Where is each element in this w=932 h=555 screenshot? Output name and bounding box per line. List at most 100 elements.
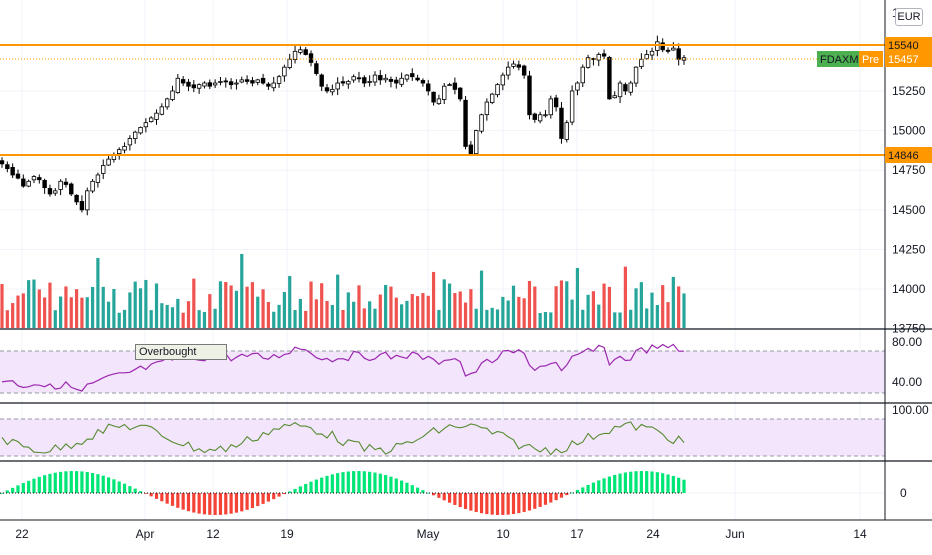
candle-body[interactable]: [521, 65, 527, 76]
candle-body[interactable]: [628, 82, 633, 93]
candle-body[interactable]: [127, 138, 133, 146]
candle-body[interactable]: [537, 114, 543, 122]
candle-body[interactable]: [463, 99, 468, 147]
candle-body[interactable]: [164, 98, 170, 108]
candle-body[interactable]: [447, 84, 452, 87]
candle-body[interactable]: [356, 77, 362, 80]
candle-body[interactable]: [394, 79, 399, 84]
candle-body[interactable]: [426, 83, 431, 92]
candle-body[interactable]: [346, 81, 351, 85]
level-lines[interactable]: [0, 44, 885, 156]
candle-body[interactable]: [186, 81, 191, 87]
candle-body[interactable]: [180, 79, 186, 84]
price-axis[interactable]: 1554015250150001475014500142501400013750…: [892, 6, 929, 500]
candle-body[interactable]: [122, 146, 127, 151]
candle-body[interactable]: [495, 84, 500, 96]
candle-body[interactable]: [330, 88, 335, 93]
candle-body[interactable]: [585, 57, 591, 68]
candle-body[interactable]: [79, 201, 85, 211]
candle-body[interactable]: [314, 63, 319, 74]
candle-body[interactable]: [607, 56, 612, 100]
candle-body[interactable]: [410, 73, 415, 78]
candle-body[interactable]: [292, 50, 298, 60]
candle-body[interactable]: [271, 82, 276, 89]
candle-body[interactable]: [196, 84, 202, 89]
candle-body[interactable]: [415, 77, 420, 81]
candle-body[interactable]: [63, 181, 69, 185]
candle-body[interactable]: [655, 41, 660, 51]
candle-body[interactable]: [10, 167, 15, 176]
candle-body[interactable]: [649, 50, 655, 56]
candle-body[interactable]: [244, 79, 250, 82]
candle-body[interactable]: [106, 158, 111, 166]
candle-body[interactable]: [474, 130, 479, 155]
candle-body[interactable]: [26, 180, 31, 187]
candle-body[interactable]: [90, 180, 95, 192]
candle-body[interactable]: [282, 66, 287, 77]
candle-body[interactable]: [117, 149, 122, 155]
candle-body[interactable]: [223, 80, 228, 83]
candle-body[interactable]: [212, 82, 218, 86]
candle-body[interactable]: [159, 106, 165, 115]
candle-body[interactable]: [138, 127, 143, 134]
candle-body[interactable]: [95, 174, 101, 183]
candle-body[interactable]: [85, 190, 90, 211]
candle-body[interactable]: [548, 98, 553, 116]
candle-body[interactable]: [170, 90, 175, 100]
candle-body[interactable]: [564, 122, 569, 140]
candle-body[interactable]: [69, 183, 74, 195]
candle-body[interactable]: [47, 188, 53, 195]
candle-body[interactable]: [596, 54, 601, 61]
candle-body[interactable]: [671, 47, 676, 51]
candle-body[interactable]: [489, 93, 495, 103]
candle-body[interactable]: [31, 176, 37, 181]
candle-body[interactable]: [0, 160, 5, 165]
candle-body[interactable]: [362, 77, 367, 84]
candle-body[interactable]: [676, 48, 681, 60]
candle-body[interactable]: [617, 82, 623, 98]
candle-body[interactable]: [202, 82, 207, 87]
candle-body[interactable]: [372, 74, 378, 83]
candle-body[interactable]: [484, 101, 490, 116]
candle-body[interactable]: [383, 77, 388, 81]
candle-body[interactable]: [207, 82, 212, 87]
price-candles[interactable]: [0, 35, 687, 216]
candle-body[interactable]: [154, 112, 159, 120]
candle-body[interactable]: [133, 131, 138, 140]
candle-body[interactable]: [500, 74, 506, 86]
candle-body[interactable]: [644, 54, 649, 60]
candle-body[interactable]: [388, 79, 394, 82]
candle-body[interactable]: [660, 42, 665, 51]
candle-body[interactable]: [351, 76, 356, 81]
candle-body[interactable]: [601, 53, 607, 57]
candle-body[interactable]: [143, 122, 149, 128]
time-axis[interactable]: 22 Apr 12 19 May 10 17 24 Jun 14: [15, 527, 867, 541]
candle-body[interactable]: [404, 74, 410, 80]
candle-body[interactable]: [298, 49, 303, 53]
candle-body[interactable]: [218, 81, 223, 83]
candle-body[interactable]: [228, 81, 234, 86]
candle-body[interactable]: [527, 75, 532, 116]
candle-body[interactable]: [612, 95, 617, 99]
candle-body[interactable]: [468, 144, 474, 155]
candle-body[interactable]: [191, 84, 197, 89]
candle-body[interactable]: [42, 180, 47, 189]
candle-body[interactable]: [511, 63, 516, 67]
candle-body[interactable]: [553, 97, 559, 108]
pane-separators[interactable]: [0, 0, 932, 521]
candle-body[interactable]: [505, 66, 511, 76]
candle-body[interactable]: [458, 87, 463, 100]
candle-body[interactable]: [101, 165, 106, 174]
candle-body[interactable]: [74, 194, 79, 203]
candle-body[interactable]: [324, 87, 330, 92]
candle-body[interactable]: [21, 178, 26, 187]
candle-body[interactable]: [580, 66, 585, 84]
candle-body[interactable]: [37, 177, 42, 181]
candle-body[interactable]: [15, 173, 21, 179]
candle-body[interactable]: [250, 80, 255, 84]
candle-body[interactable]: [255, 79, 260, 83]
candle-body[interactable]: [287, 58, 292, 68]
candle-body[interactable]: [53, 190, 58, 194]
candle-body[interactable]: [665, 49, 671, 52]
